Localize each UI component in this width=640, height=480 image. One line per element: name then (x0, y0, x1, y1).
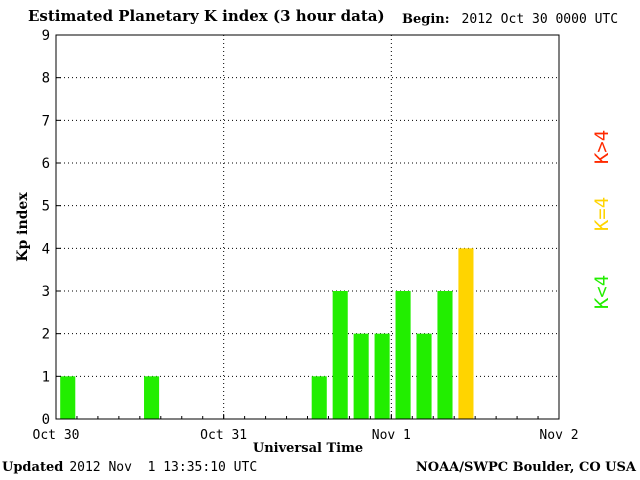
legend-item-below4: K<4 (591, 275, 613, 309)
axes: 0 1 2 3 4 5 6 7 8 9 Oct 30 Oct 31 Nov 1 Nov 2 (33, 28, 579, 443)
y-axis-label: Kp index (15, 192, 31, 262)
y-tick-label: 5 (42, 199, 50, 215)
kp-bar (332, 291, 348, 419)
x-tick-label: Oct 30 (33, 428, 80, 443)
updated-value: 2012 Nov 1 13:35:10 UTC (69, 460, 258, 475)
updated-info: Updated 2012 Nov 1 13:35:10 UTC (2, 460, 257, 475)
x-tick-label: Oct 31 (200, 428, 247, 443)
plot-frame (55, 34, 560, 420)
credit: NOAA/SWPC Boulder, CO USA (415, 460, 636, 475)
updated-label: Updated (2, 460, 64, 475)
y-tick-label: 3 (42, 284, 50, 300)
begin-value: 2012 Oct 30 0000 UTC (461, 12, 619, 27)
kp-bar (353, 333, 369, 419)
chart-title: Estimated Planetary K index (3 hour data… (28, 7, 385, 25)
y-tick-label: 4 (42, 241, 50, 257)
bars (60, 248, 474, 419)
legend: K>4 K=4 K<4 (591, 130, 613, 309)
y-tick-label: 2 (42, 327, 50, 343)
y-tick-label: 1 (42, 369, 50, 385)
legend-item-equal4: K=4 (591, 197, 613, 231)
kp-bar (374, 333, 390, 419)
kp-bar (416, 333, 432, 419)
kp-bar (437, 291, 453, 419)
y-tick-label: 9 (42, 28, 50, 44)
kp-bar (311, 376, 327, 419)
x-axis-label: Universal Time (253, 441, 363, 456)
begin-info: Begin: 2012 Oct 30 0000 UTC (402, 12, 618, 27)
grid (56, 35, 559, 419)
kp-bar (395, 291, 411, 419)
kp-bar (60, 376, 76, 419)
y-tick-label: 8 (42, 71, 50, 87)
y-tick-label: 7 (42, 113, 50, 129)
x-tick-label: Nov 2 (539, 428, 578, 443)
y-tick-label: 0 (42, 412, 50, 428)
x-tick-label: Nov 1 (372, 428, 411, 443)
kp-bar (144, 376, 160, 419)
kp-bar (458, 248, 474, 419)
y-tick-label: 6 (42, 156, 50, 172)
begin-label: Begin: (402, 12, 450, 27)
legend-item-above4: K>4 (591, 130, 613, 164)
